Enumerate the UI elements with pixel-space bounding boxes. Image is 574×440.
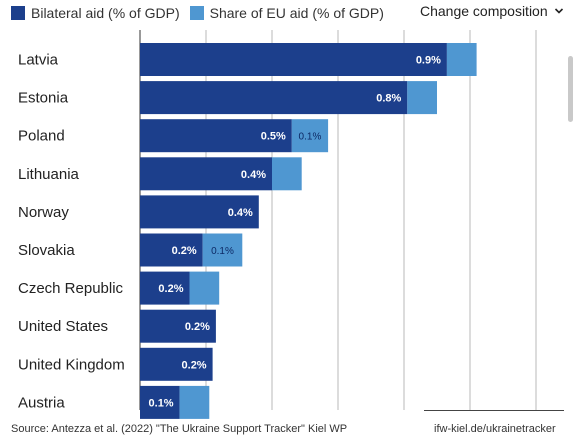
source-url: ifw-kiel.de/ukrainetracker xyxy=(434,423,556,435)
category-label-austria: Austria xyxy=(18,394,65,411)
legend-label-bilateral: Bilateral aid (% of GDP) xyxy=(31,5,180,21)
bar-bilateral-latvia xyxy=(140,43,447,76)
chevron-down-icon xyxy=(554,8,563,14)
change-composition-dropdown[interactable]: Change composition xyxy=(420,3,564,19)
legend-item-bilateral[interactable]: Bilateral aid (% of GDP) xyxy=(11,5,180,21)
category-label-united-states: United States xyxy=(18,318,108,335)
value-label-bilateral-lithuania: 0.4% xyxy=(241,169,266,181)
footer-divider xyxy=(424,410,564,411)
value-label-bilateral-slovakia: 0.2% xyxy=(172,245,197,257)
bar-bilateral-united-kingdom xyxy=(140,347,213,381)
bar-bilateral-austria xyxy=(140,385,180,419)
value-label-bilateral-norway: 0.4% xyxy=(228,207,253,219)
category-label-norway: Norway xyxy=(18,204,69,221)
category-label-lithuania: Lithuania xyxy=(18,166,80,183)
value-label-bilateral-estonia: 0.8% xyxy=(376,93,401,105)
category-label-slovakia: Slovakia xyxy=(18,242,75,259)
bar-bilateral-lithuania xyxy=(140,157,272,191)
category-label-latvia: Latvia xyxy=(18,52,59,69)
bar-eu-lithuania xyxy=(272,157,302,191)
category-label-united-kingdom: United Kingdom xyxy=(18,356,125,373)
value-label-bilateral-united-states: 0.2% xyxy=(185,321,210,333)
bar-eu-austria xyxy=(179,385,210,419)
legend-label-eu: Share of EU aid (% of GDP) xyxy=(209,5,384,21)
value-label-bilateral-poland: 0.5% xyxy=(261,131,286,143)
bar-bilateral-united-states xyxy=(140,309,216,343)
bar-bilateral-poland xyxy=(140,119,292,153)
change-composition-label: Change composition xyxy=(420,3,548,19)
value-label-bilateral-united-kingdom: 0.2% xyxy=(182,359,207,371)
scrollbar[interactable] xyxy=(568,0,574,440)
category-label-estonia: Estonia xyxy=(18,90,69,107)
bar-eu-czech-republic xyxy=(189,271,220,305)
legend-item-eu[interactable]: Share of EU aid (% of GDP) xyxy=(189,5,384,21)
source-note: Source: Antezza et al. (2022) "The Ukrai… xyxy=(11,423,348,435)
scrollbar-thumb[interactable] xyxy=(568,56,573,122)
bar-bilateral-czech-republic xyxy=(140,271,190,305)
bar-eu-poland xyxy=(291,119,329,153)
value-label-bilateral-austria: 0.1% xyxy=(149,397,174,409)
category-label-poland: Poland xyxy=(18,128,65,145)
chart-legend: Bilateral aid (% of GDP) Share of EU aid… xyxy=(11,4,394,22)
bar-bilateral-estonia xyxy=(140,81,408,115)
value-label-bilateral-latvia: 0.9% xyxy=(416,55,441,67)
value-label-eu-poland: 0.1% xyxy=(299,132,322,143)
value-label-bilateral-czech-republic: 0.2% xyxy=(158,283,183,295)
bar-bilateral-norway xyxy=(140,195,259,229)
legend-swatch-bilateral xyxy=(11,6,25,20)
bar-eu-slovakia xyxy=(202,233,243,267)
bar-eu-latvia xyxy=(446,43,477,76)
category-label-czech-republic: Czech Republic xyxy=(18,280,124,297)
bar-eu-estonia xyxy=(407,81,437,115)
bar-bilateral-slovakia xyxy=(140,233,203,267)
value-label-eu-slovakia: 0.1% xyxy=(211,246,234,257)
legend-swatch-eu xyxy=(189,6,204,20)
